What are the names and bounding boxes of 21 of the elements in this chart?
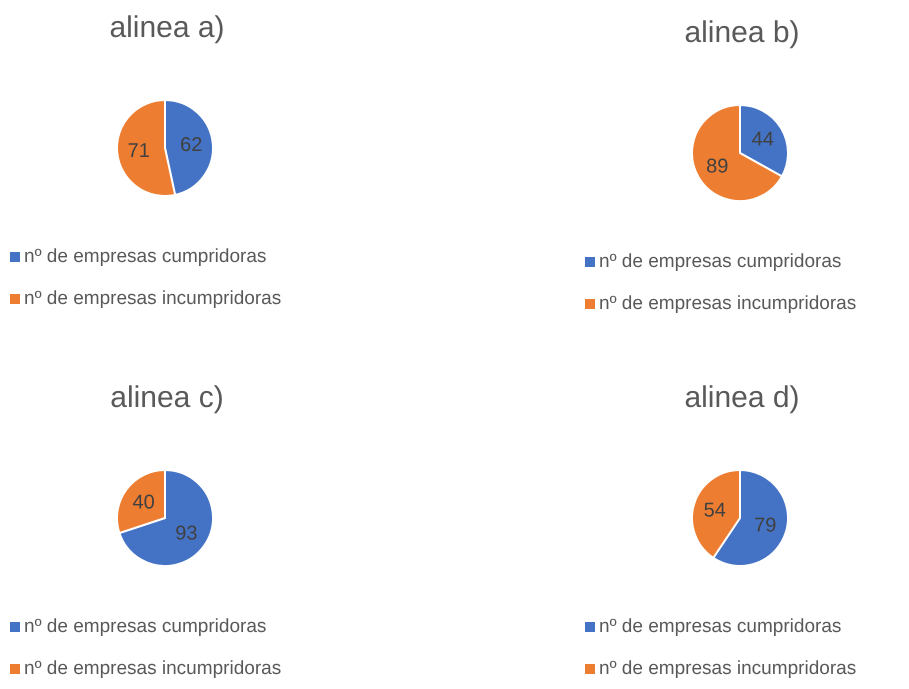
legend-label: nº de empresas incumpridoras: [599, 658, 856, 679]
legend-label: nº de empresas cumpridoras: [24, 616, 266, 637]
data-label: 44: [752, 128, 774, 151]
data-label: 93: [175, 522, 198, 544]
legend-label: nº de empresas cumpridoras: [24, 246, 266, 267]
data-label: 79: [754, 514, 776, 537]
chart-title: alinea b): [683, 15, 801, 51]
legend-label: nº de empresas incumpridoras: [599, 293, 856, 314]
legend-label: nº de empresas cumpridoras: [599, 616, 842, 637]
legend-label: nº de empresas incumpridoras: [24, 658, 282, 679]
data-label: 62: [180, 134, 202, 156]
data-label: 40: [132, 492, 155, 514]
data-label: 89: [706, 155, 728, 178]
legend-label: nº de empresas cumpridoras: [599, 251, 842, 272]
pie-slice: [118, 469, 214, 567]
data-label: 54: [704, 499, 726, 522]
chart-title: alinea a): [108, 10, 226, 46]
chart-title: alinea c): [109, 380, 225, 416]
chart-title: alinea d): [683, 380, 801, 416]
legend-label: nº de empresas incumpridoras: [24, 288, 282, 309]
data-label: 71: [128, 140, 150, 162]
